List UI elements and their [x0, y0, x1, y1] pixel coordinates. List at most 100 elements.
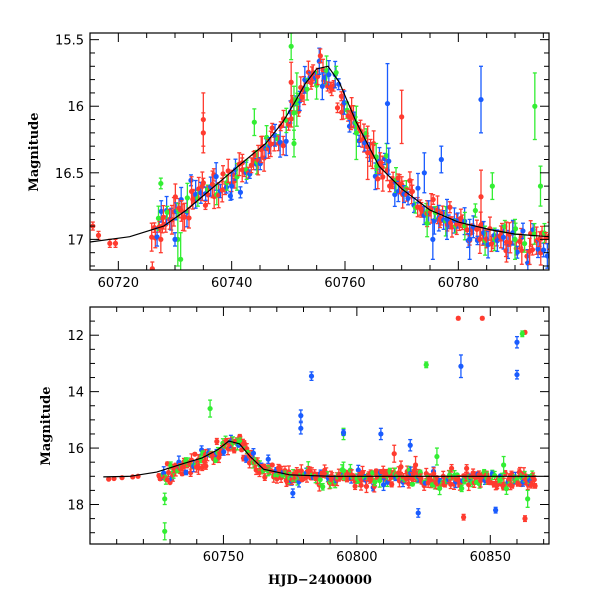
- data-point-green: [207, 399, 213, 418]
- data-point-green: [162, 522, 168, 541]
- data-point: [386, 147, 392, 175]
- data-point: [532, 483, 538, 489]
- data-point-red: [95, 230, 102, 241]
- data-point-green: [353, 105, 359, 161]
- data-point-red: [399, 89, 405, 145]
- data-point-blue: [384, 62, 391, 145]
- x-tick-label: 60850: [470, 550, 511, 565]
- x-tick-label: 60720: [98, 276, 139, 291]
- data-point-blue: [407, 438, 413, 452]
- data-point-blue: [319, 72, 325, 101]
- data-point: [241, 440, 247, 447]
- data-point-red: [149, 261, 155, 270]
- data-point-red: [288, 61, 294, 103]
- y-tick-label: 18: [67, 499, 84, 514]
- data-point-blue: [514, 369, 520, 380]
- bottom-x-axis-title: HJD−2400000: [268, 573, 372, 588]
- data-point: [415, 172, 421, 204]
- data-point: [334, 102, 341, 114]
- data-point-red: [112, 238, 119, 249]
- data-point: [269, 462, 275, 468]
- data-point: [237, 186, 244, 199]
- data-point: [262, 473, 268, 482]
- data-point: [514, 245, 520, 259]
- bottom-y-axis-title: Magnitude: [39, 386, 54, 465]
- data-point-blue: [380, 478, 387, 492]
- x-tick-label: 60750: [203, 550, 244, 565]
- y-tick-label: 17: [67, 233, 84, 248]
- data-point-green: [532, 72, 538, 141]
- data-point: [377, 152, 383, 175]
- data-point-green: [340, 461, 347, 480]
- data-point: [485, 230, 491, 259]
- data-point-red: [479, 315, 485, 321]
- data-point-blue: [467, 218, 473, 260]
- data-point-green: [519, 330, 525, 338]
- data-point-red: [158, 225, 164, 254]
- x-tick-label: 60760: [324, 276, 365, 291]
- data-point-red: [365, 125, 371, 181]
- bottom-panel: 60750 60800 60850 12 14 16 18 Magnitude HJD−24…: [39, 306, 550, 588]
- data-point: [540, 242, 547, 258]
- data-point-blue: [430, 218, 436, 260]
- data-point-blue: [172, 232, 178, 247]
- data-point-green: [158, 177, 164, 190]
- x-tick-label: 60780: [438, 276, 479, 291]
- data-point-green: [251, 108, 257, 137]
- data-point-blue: [514, 335, 520, 349]
- data-point: [265, 454, 271, 464]
- data-point-blue: [421, 152, 427, 194]
- data-point: [389, 481, 395, 488]
- y-tick-label: 14: [67, 386, 84, 401]
- data-point: [231, 447, 237, 454]
- data-point: [472, 203, 478, 218]
- data-point: [398, 460, 404, 474]
- data-point: [375, 168, 381, 190]
- data-point: [474, 219, 480, 240]
- bottom-plot-frame: [89, 306, 550, 545]
- bottom-axis-ticks: 60750 60800 60850 12 14 16 18: [67, 306, 549, 565]
- data-point: [225, 158, 231, 183]
- data-point-green: [434, 447, 440, 466]
- data-point-red: [391, 444, 397, 463]
- data-point-green: [525, 489, 531, 508]
- data-point: [520, 222, 526, 240]
- data-point-green: [512, 218, 518, 260]
- top-plot-frame: [89, 32, 550, 271]
- data-point: [188, 468, 194, 477]
- data-point-red: [412, 455, 419, 475]
- top-data-points: [90, 33, 549, 270]
- y-tick-label: 12: [67, 329, 84, 344]
- data-point-blue: [415, 508, 421, 518]
- data-point: [464, 464, 470, 473]
- data-point: [181, 202, 188, 232]
- data-point: [317, 48, 323, 64]
- data-point-blue: [308, 371, 315, 382]
- data-point-blue: [378, 427, 384, 441]
- data-point: [515, 480, 521, 487]
- data-point: [459, 484, 465, 493]
- data-point: [352, 482, 358, 491]
- bottom-data-points: [106, 315, 538, 541]
- data-point: [277, 126, 283, 158]
- data-point: [183, 469, 189, 476]
- data-point: [316, 47, 322, 76]
- data-point: [268, 130, 274, 158]
- top-model-curve: [90, 65, 549, 243]
- data-point: [494, 481, 500, 490]
- data-point: [283, 107, 289, 134]
- data-point: [202, 200, 209, 211]
- data-point-red: [503, 221, 510, 263]
- top-axis-ticks: 60720 60740 60760 60780 15.5 16 16.5 17: [55, 33, 549, 291]
- data-point-blue: [493, 506, 499, 514]
- data-point: [448, 463, 455, 473]
- data-point: [269, 122, 275, 134]
- data-point-blue: [229, 172, 235, 201]
- data-point: [106, 476, 112, 482]
- data-point-red: [200, 112, 206, 154]
- data-point-green: [424, 209, 430, 238]
- y-tick-label: 16: [67, 442, 84, 457]
- y-tick-label: 15.5: [55, 34, 84, 49]
- data-point: [320, 482, 326, 491]
